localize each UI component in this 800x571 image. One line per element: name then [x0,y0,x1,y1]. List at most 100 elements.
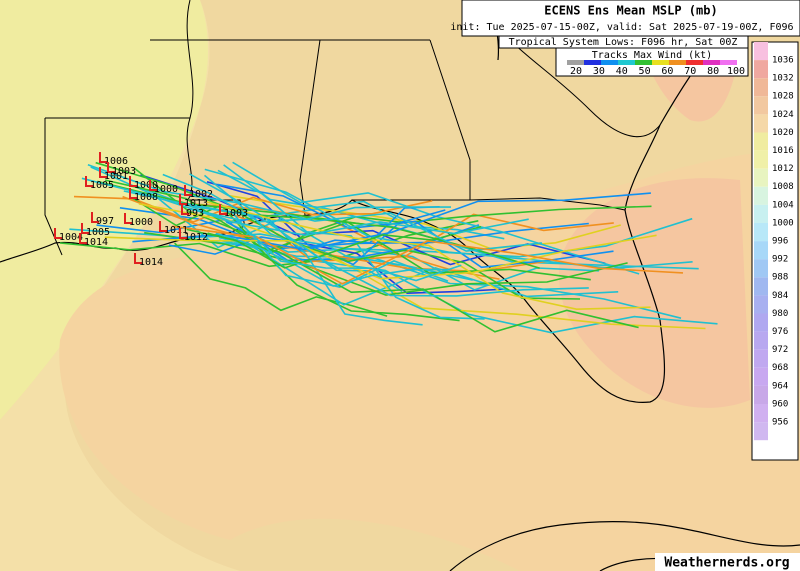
low-marker [149,180,157,191]
low-marker [91,212,99,223]
credit-box [655,553,800,571]
pressure-label: 1028 [772,92,794,102]
wind-label: 60 [661,66,673,77]
pressure-label: 1032 [772,74,794,84]
low-marker [54,228,62,239]
pressure-label: 1000 [772,218,794,228]
pressure-swatch [754,150,768,169]
track [59,220,479,268]
pressure-swatch [754,422,768,441]
pressure-swatch [754,132,768,151]
pressure-swatch [754,114,768,133]
low-label: 1000 [134,180,158,191]
track [174,242,388,317]
wind-swatch [652,60,669,65]
pressure-label: 1024 [772,110,794,120]
pressure-swatch [754,204,768,223]
pressure-swatch [754,349,768,368]
wind-swatch [669,60,686,65]
pressure-swatch [754,186,768,205]
low-marker [99,167,107,178]
low-marker [219,204,227,215]
title-box [461,0,800,37]
track [206,181,508,295]
low-marker [179,194,187,205]
pressure-swatch [754,277,768,296]
low-marker [129,188,137,199]
track [190,208,462,282]
track [133,167,460,322]
low-marker [159,221,167,232]
pressure-swatch [754,60,768,79]
pressure-area-1012 [0,0,210,420]
title: ECENS Ens Mean MSLP (mb) [544,4,717,18]
pressure-area-1020 [559,178,750,408]
wind-swatch [635,60,652,65]
pressure-label: 1036 [772,56,794,66]
low-marker [107,162,115,173]
border [352,39,471,201]
low-label: 1000 [154,184,178,195]
low-label: 1003 [112,166,136,177]
coastline [0,0,746,403]
low-label: 1005 [86,227,110,238]
track [219,239,682,319]
pressure-swatch [754,42,768,61]
low-marker [81,223,89,234]
pressure-label: 1012 [772,164,794,174]
low-label: 993 [186,208,204,219]
low-label: 1011 [164,225,188,236]
low-label: 997 [96,216,114,227]
low-marker [181,204,189,215]
pressure-area [0,0,240,571]
pressure-swatch [754,78,768,97]
wind-label: 70 [684,66,696,77]
pressure-label: 992 [772,255,788,265]
wind-label: 40 [616,66,628,77]
pressure-swatch [754,404,768,423]
low-marker [85,176,93,187]
wind-label: 30 [593,66,605,77]
wind-swatch [601,60,618,65]
pressure-swatch [754,259,768,278]
pressure-swatch [754,367,768,386]
low-label: 1012 [184,232,208,243]
lows-title: Tropical System Lows: F096 hr, Sat 00Z [509,37,738,48]
low-label: 1001 [104,171,128,182]
wind-swatch [567,60,584,65]
pressure-swatch [754,241,768,260]
track [144,231,628,296]
border [186,0,246,229]
low-marker [184,185,192,196]
pressure-swatch [754,295,768,314]
pressure-label: 980 [772,309,788,319]
track [123,190,449,289]
track [192,205,589,297]
subtitle: init: Tue 2025-07-15-00Z, valid: Sat 202… [450,22,800,33]
low-label: 1002 [189,189,213,200]
low-label: 1004 [59,232,83,243]
border [44,118,63,256]
wind-swatch [584,60,601,65]
wind-label: 80 [707,66,719,77]
wind-label: 20 [570,66,582,77]
low-marker [179,228,187,239]
pressure-label: 972 [772,345,788,355]
track [81,177,529,237]
coastline [449,520,800,571]
pressure-label: 964 [772,381,788,391]
track [228,194,622,250]
wind-label: 100 [727,66,745,77]
wind-swatch [686,60,703,65]
wind-swatch [703,60,720,65]
pressure-legend: 1036 1032 1028 1024 1020 1016 1012 1008 1004 1000… [754,42,794,441]
track [104,234,657,280]
track [119,207,589,250]
track [172,225,684,285]
track [186,225,482,269]
pressure-swatch [754,385,768,404]
pressure-swatch [754,331,768,350]
wind-title: Tracks Max Wind (kt) [592,50,712,61]
track [217,169,485,320]
